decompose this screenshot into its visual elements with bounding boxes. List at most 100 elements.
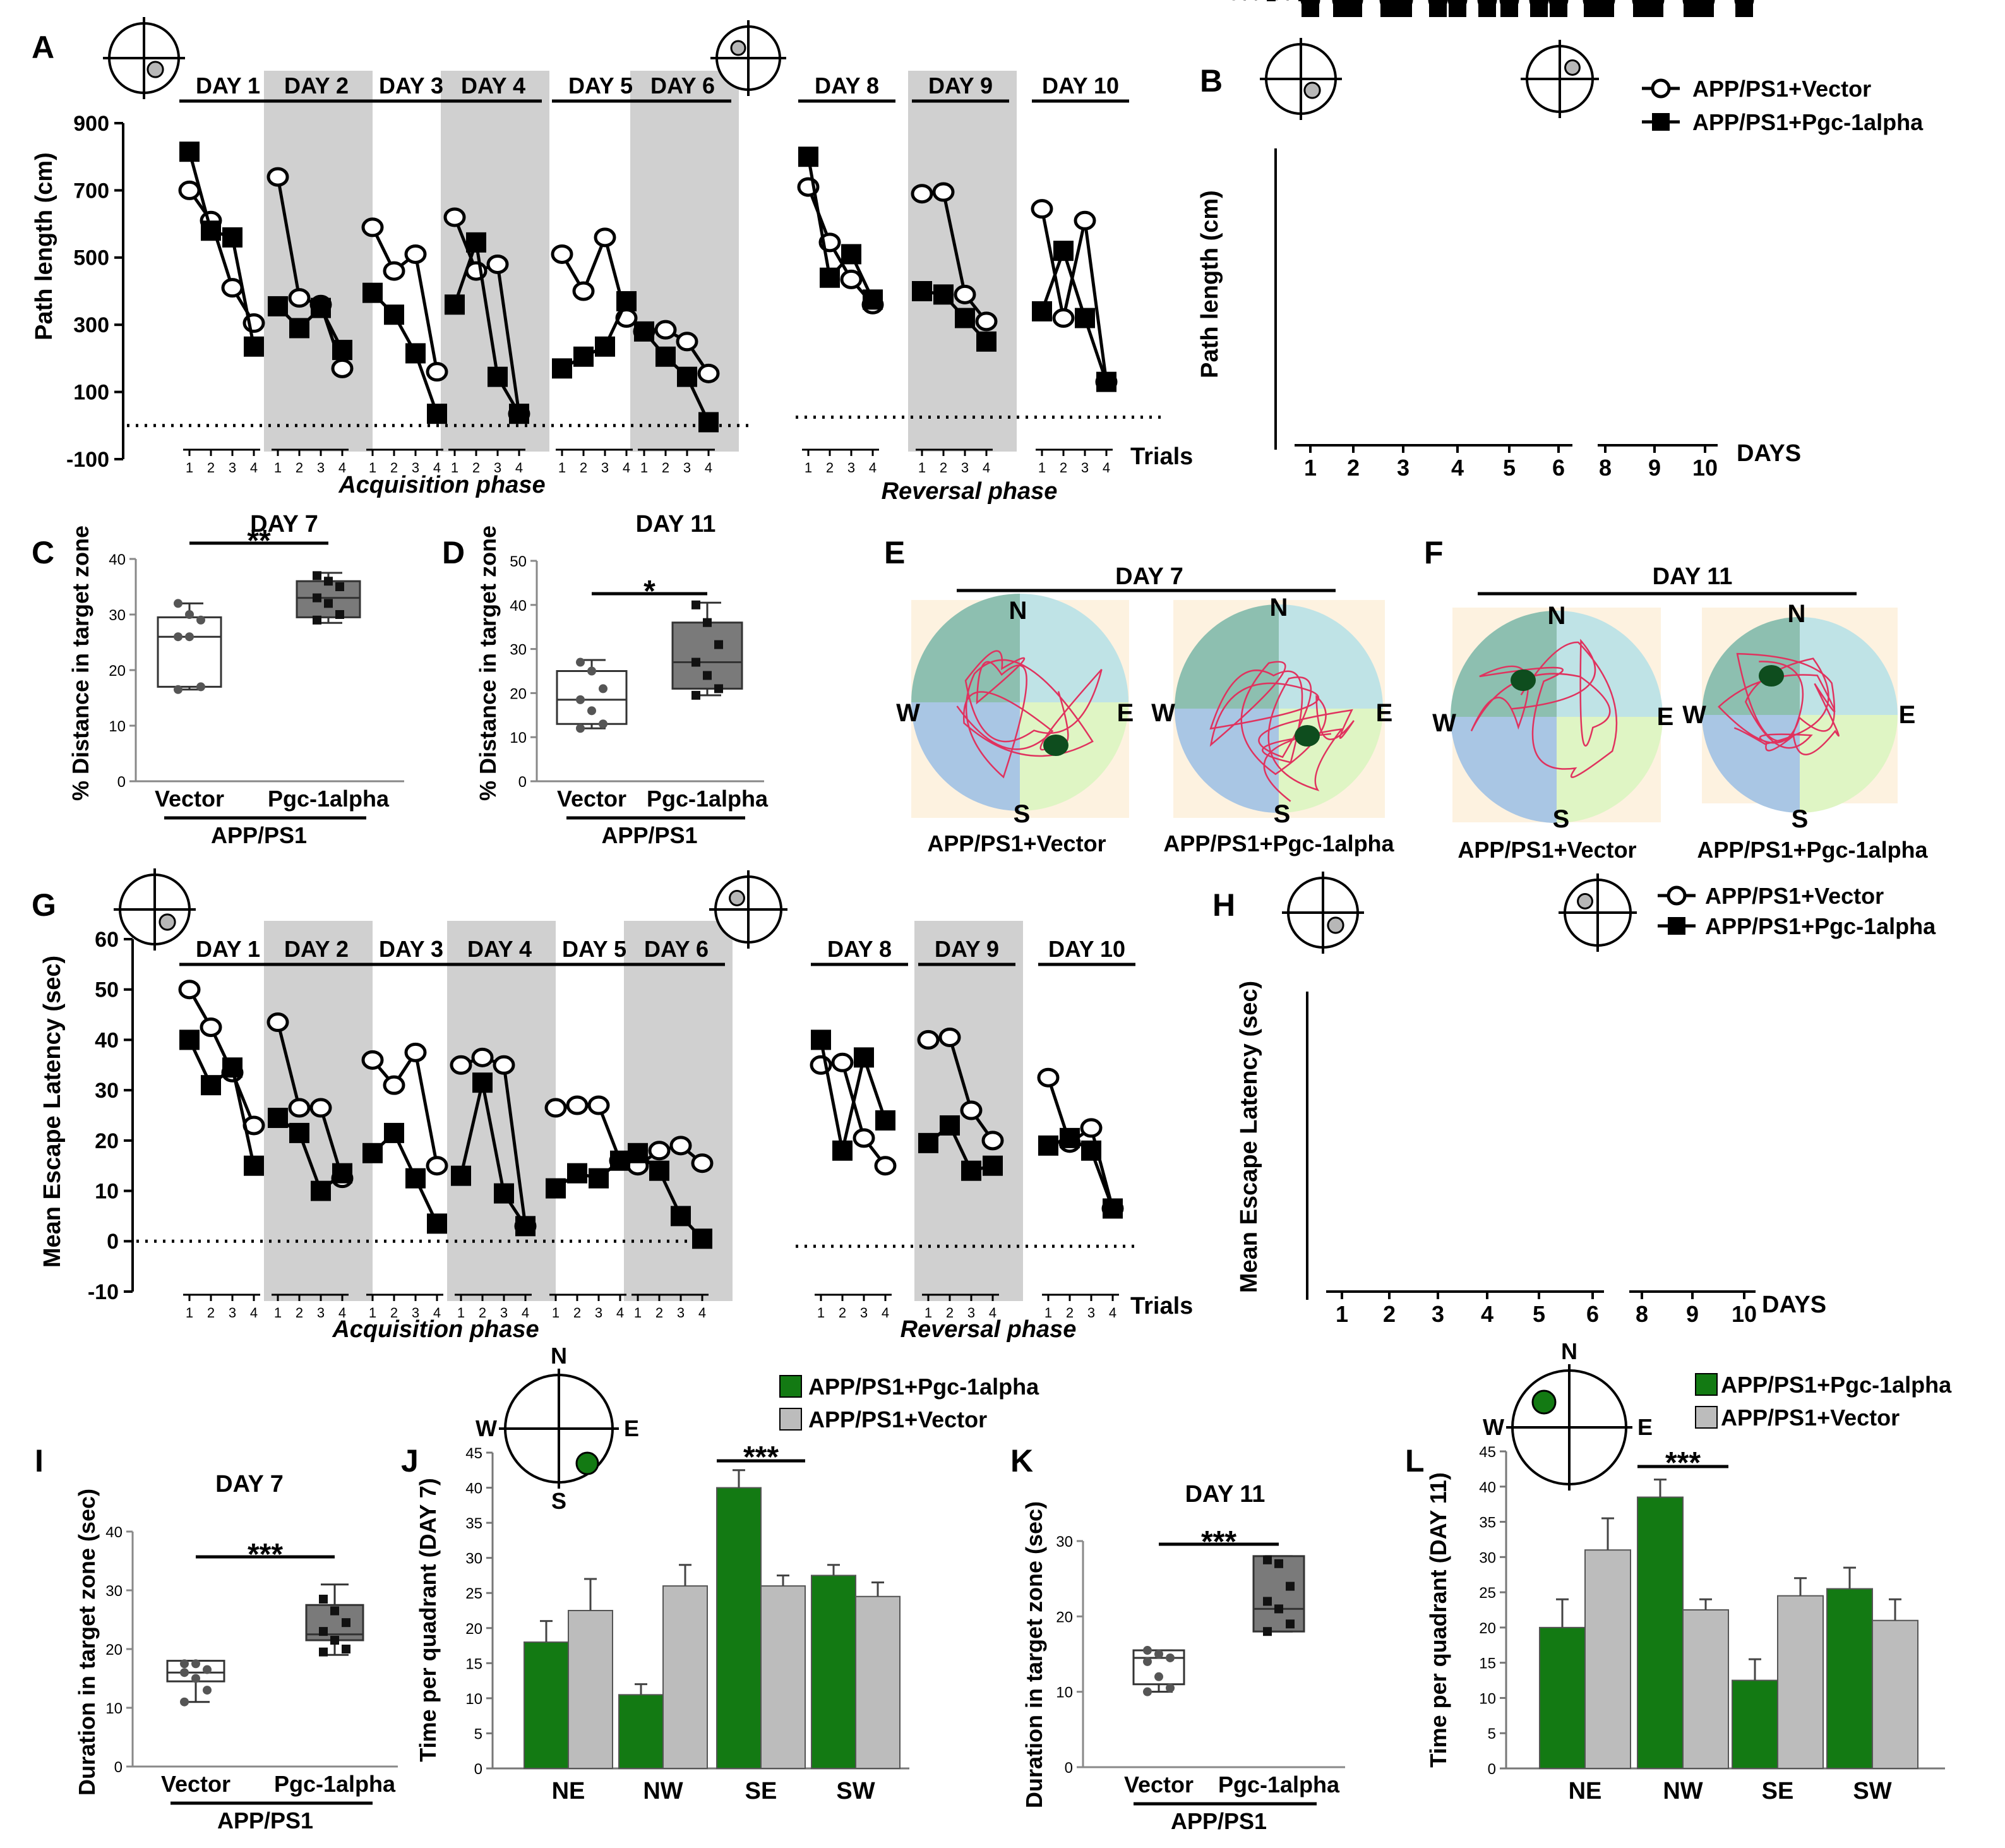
- pgc-point: [841, 244, 861, 265]
- data-point: [335, 582, 344, 591]
- pgc-point: [832, 1140, 853, 1161]
- pgc-point: [976, 331, 997, 352]
- platform-position-markers: [103, 17, 1637, 954]
- data-point: [1143, 1687, 1152, 1696]
- vector-point: [566, 1095, 589, 1115]
- trial-tick-label: 3: [677, 1305, 685, 1321]
- bar-pgc: [524, 1641, 569, 1769]
- pgc-point: [589, 1168, 609, 1189]
- y-tick-label: 20: [109, 663, 126, 680]
- trial-tick-label: 4: [983, 460, 990, 476]
- trial-tick-label: 4: [1103, 460, 1110, 476]
- pgc-point: [427, 404, 447, 424]
- box: [556, 670, 628, 725]
- x-tick-label: 5: [1503, 455, 1516, 481]
- pgc-point: [362, 1143, 383, 1163]
- pgc-point: [222, 1057, 242, 1078]
- category-label: Vector: [1124, 1772, 1194, 1797]
- significance-stars: *: [643, 575, 655, 608]
- y-tick-label: 900: [73, 112, 109, 136]
- panel-letter-d: D: [442, 535, 465, 570]
- data-point: [1263, 1597, 1272, 1606]
- pgc-point: [933, 284, 954, 305]
- compass-e: E: [1637, 1414, 1653, 1440]
- pgc-line: [927, 1122, 993, 1173]
- legend: APP/PS1+Vector APP/PS1+Pgc-1alpha: [1642, 76, 1924, 135]
- plot: 45 40 35 30 25 20 15 10 5 0 NE NW SE SW ***: [465, 1441, 909, 1804]
- category-label: Pgc-1alpha: [1218, 1772, 1340, 1797]
- pgc-point: [1478, 0, 1496, 17]
- category-label: NE: [552, 1778, 585, 1804]
- category-label: SW: [1853, 1778, 1891, 1804]
- compass-e: E: [1657, 703, 1674, 731]
- pgc-point: [1633, 0, 1651, 17]
- x-tick-label: 3: [1432, 1301, 1444, 1327]
- trial-tick-label: 4: [705, 460, 712, 476]
- legend-label-vector: APP/PS1+Vector: [1692, 76, 1871, 102]
- x-tick-label: 4: [1451, 455, 1464, 481]
- significance-stars: ***: [743, 1441, 779, 1474]
- vector-point: [697, 363, 720, 383]
- x-tick-label: 10: [1692, 455, 1718, 481]
- data-point: [203, 1686, 212, 1695]
- day-headers: DAY 1 DAY 2 DAY 3 DAY 4 DAY 5 DAY 6 DAY 8 DAY 9…: [179, 936, 1135, 966]
- vector-point: [1080, 1118, 1103, 1138]
- quadrant-sw: [911, 702, 1020, 811]
- panel-b-path-length-days: 55045035025015050 Path length (cm) 12345…: [1197, 0, 1924, 481]
- pgc-point: [854, 1047, 874, 1068]
- y-tick-label: 30: [95, 1079, 119, 1103]
- category-label: NW: [1663, 1778, 1703, 1804]
- category-label: Vector: [161, 1771, 230, 1797]
- significance-star: *: [1432, 0, 1444, 7]
- y-tick-label: 0: [117, 774, 126, 791]
- vector-point: [331, 358, 354, 378]
- quadrant-ne: [1279, 604, 1383, 709]
- quadrant-sw: [1175, 709, 1279, 813]
- box: [1252, 1555, 1305, 1633]
- data-point: [1274, 1604, 1283, 1614]
- panel-d-box-day11: DAY 11 % Distance in target zone 50 40 30 2…: [475, 511, 769, 848]
- vector-point: [404, 244, 427, 264]
- trial-tick-label: 2: [1060, 460, 1067, 476]
- pgc-point: [698, 412, 719, 433]
- trial-tick-label: 2: [296, 460, 303, 476]
- vector-point: [960, 1100, 983, 1120]
- significance-star: *: [1687, 0, 1699, 7]
- y-tick-label: 20: [95, 1129, 119, 1153]
- pgc-point: [332, 340, 352, 361]
- y-tick-label: 20: [465, 1621, 482, 1638]
- significance-stars: ***: [1665, 1446, 1701, 1480]
- vector-point: [443, 207, 466, 227]
- data-point: [342, 1645, 350, 1653]
- trial-tick-label: 4: [250, 1305, 258, 1321]
- plot: 40 30 20 10 0 Vector Pgc-1alpha APP/PS1 ***: [105, 1524, 398, 1833]
- trial-tick-label: 1: [1038, 460, 1046, 476]
- trial-tick-label: 3: [961, 460, 969, 476]
- mini-platform: [729, 890, 745, 906]
- vector-point: [594, 227, 616, 248]
- trial-tick-label: 4: [250, 460, 258, 476]
- y-tick-label: 25: [1271, 0, 1293, 4]
- trial-tick-label: 3: [967, 1305, 975, 1321]
- trial-tick-label: 1: [451, 460, 458, 476]
- swim-track: [1209, 661, 1355, 802]
- vector-point: [266, 167, 289, 187]
- compass-s: S: [1792, 805, 1809, 833]
- pgc-point: [1333, 0, 1351, 17]
- pgc-point: [610, 1150, 630, 1171]
- y-tick-label: 50: [1239, 0, 1262, 4]
- pgc-point: [1449, 0, 1466, 17]
- y-tick-label: 10: [1056, 1684, 1073, 1701]
- day-label: DAY 3: [379, 73, 443, 99]
- data-point: [319, 1627, 328, 1636]
- panel-j-quadrant-day7: Time per quadrant (DAY 7) 45 40 35 30 25 20 15…: [415, 1374, 1039, 1804]
- data-point: [174, 599, 183, 608]
- day-label: DAY 8: [827, 936, 892, 962]
- trial-tick-label: 1: [640, 460, 648, 476]
- quadrant-se: [1800, 715, 1898, 813]
- data-point: [691, 690, 700, 700]
- category-label: NW: [643, 1778, 683, 1804]
- data-point: [691, 657, 700, 667]
- legend-label-vector: APP/PS1+Vector: [1721, 1405, 1900, 1431]
